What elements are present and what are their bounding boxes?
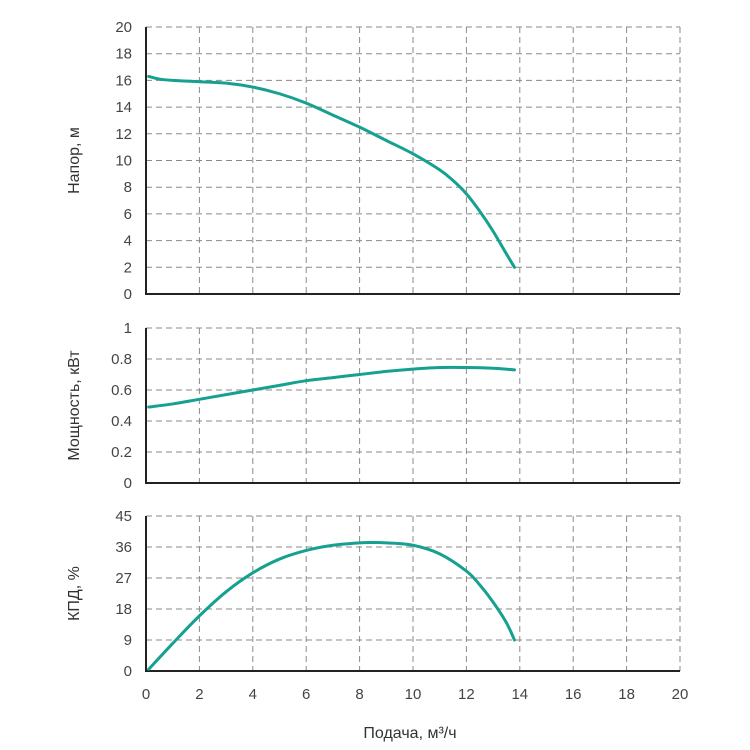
x-tick-label: 12 <box>458 686 475 703</box>
y-axis-title: Напор, м <box>66 127 83 194</box>
y-tick-label: 9 <box>124 632 132 649</box>
y-axis-title: КПД, % <box>66 566 83 621</box>
y-tick-label: 0.8 <box>111 351 132 368</box>
y-tick-label: 12 <box>115 126 132 143</box>
y-tick-label: 0 <box>124 475 132 492</box>
y-tick-label: 14 <box>115 99 132 116</box>
x-tick-label: 16 <box>565 686 582 703</box>
y-axis-title: Мощность, кВт <box>66 350 83 461</box>
y-tick-label: 18 <box>115 46 132 63</box>
y-tick-label: 6 <box>124 206 132 223</box>
x-tick-label: 20 <box>672 686 689 703</box>
y-tick-label: 10 <box>115 153 132 170</box>
x-tick-label: 4 <box>249 686 257 703</box>
x-tick-label: 0 <box>142 686 150 703</box>
panel-3: 0 9 18 27 36 45 КПД, % <box>66 508 681 680</box>
y-tick-label: 18 <box>115 601 132 618</box>
y-tick-label: 36 <box>115 539 132 556</box>
x-tick-label: 2 <box>195 686 203 703</box>
x-tick-label: 18 <box>618 686 635 703</box>
x-tick-label: 10 <box>405 686 422 703</box>
series-line <box>147 74 516 269</box>
y-tick-label: 0.4 <box>111 413 132 430</box>
y-tick-label: 0.6 <box>111 382 132 399</box>
x-tick-label: 8 <box>355 686 363 703</box>
x-tick-label: 6 <box>302 686 310 703</box>
series-line <box>147 541 516 671</box>
y-tick-label: 20 <box>115 19 132 36</box>
y-tick-label: 0 <box>124 286 132 303</box>
y-tick-label: 27 <box>115 570 132 587</box>
y-tick-label: 16 <box>115 72 132 89</box>
series-line <box>147 365 516 409</box>
y-tick-label: 1 <box>124 320 132 337</box>
panel-2: 0 0.2 0.4 0.6 0.8 1 Мощность, кВт <box>66 320 681 492</box>
x-axis-title: Подача, м³/ч <box>363 725 456 742</box>
y-tick-label: 4 <box>124 233 132 250</box>
y-tick-label: 2 <box>124 259 132 276</box>
y-tick-label: 8 <box>124 179 132 196</box>
x-tick-label: 14 <box>511 686 528 703</box>
y-tick-label: 45 <box>115 508 132 525</box>
y-tick-label: 0 <box>124 663 132 680</box>
panel-1: 0 2 4 6 8 10 12 14 16 18 20 Напор, м <box>66 19 681 303</box>
y-tick-label: 0.2 <box>111 444 132 461</box>
